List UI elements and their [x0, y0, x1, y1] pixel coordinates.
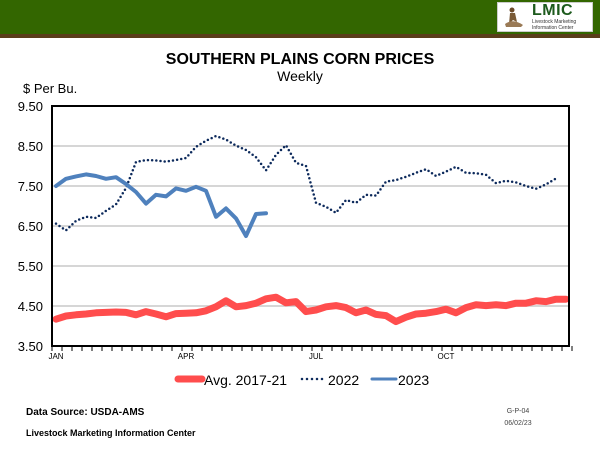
legend: Avg. 2017-21 2022 2023: [174, 372, 429, 388]
y-tick-label: 7.50: [18, 179, 43, 194]
y-axis-label: $ Per Bu.: [23, 81, 77, 96]
legend-label: Avg. 2017-21: [204, 372, 287, 388]
organization-name: Livestock Marketing Information Center: [26, 428, 196, 438]
y-tick-label: 8.50: [18, 139, 43, 154]
chart-date: 06/02/23: [504, 420, 532, 427]
series-line-2023: [54, 172, 268, 238]
data-source: Data Source: USDA-AMS: [26, 407, 145, 418]
series-line-2022: [54, 134, 558, 232]
y-tick-label: 9.50: [18, 99, 43, 114]
y-tick-label: 4.50: [18, 299, 43, 314]
x-tick-label: JAN: [48, 352, 63, 361]
series-line-avg-2017-21: [52, 293, 570, 326]
logo-subtext: Livestock Marketing Information Center: [532, 19, 577, 31]
chart-code: G-P-04: [506, 408, 530, 415]
x-tick-label: JUL: [309, 352, 324, 361]
legend-label: 2023: [398, 372, 429, 388]
y-tick-label: 6.50: [18, 219, 43, 234]
y-tick-label: 5.50: [18, 259, 43, 274]
y-tick-label: 3.50: [18, 339, 43, 354]
x-tick-label: APR: [178, 352, 195, 361]
plot-frame: [51, 105, 570, 347]
legend-label: 2022: [328, 372, 359, 388]
logo-text: LMIC: [532, 2, 574, 19]
x-tick-label: OCT: [438, 352, 455, 361]
cowboy-logo-icon: [505, 7, 523, 27]
header-divider: [0, 34, 600, 38]
chart-subtitle: Weekly: [277, 68, 323, 84]
lmic-logo: LMIC Livestock Marketing Information Cen…: [497, 2, 593, 32]
chart-title: SOUTHERN PLAINS CORN PRICES: [166, 51, 435, 68]
